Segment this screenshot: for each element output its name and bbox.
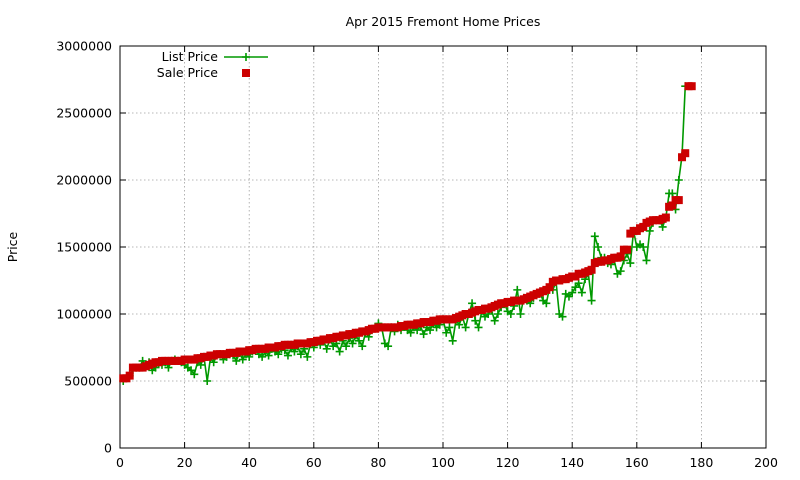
list-price-point [461, 323, 470, 332]
chart-title: Apr 2015 Fremont Home Prices [346, 14, 541, 29]
list-price-point [348, 339, 357, 348]
list-price-point [668, 189, 677, 198]
list-price-point [442, 328, 451, 337]
x-tick-label: 100 [431, 455, 455, 470]
list-price-point [642, 256, 651, 265]
list-price-point [516, 310, 525, 318]
y-tick-label: 1500000 [56, 240, 112, 255]
x-tick-label: 180 [689, 455, 713, 470]
list-price-point [203, 377, 212, 385]
sale-price-point [674, 196, 683, 205]
legend-label-sale-price: Sale Price [157, 65, 219, 80]
list-price-point [590, 232, 599, 241]
list-price-point [187, 366, 196, 375]
x-tick-label: 20 [177, 455, 193, 470]
list-price-point [322, 344, 331, 353]
x-tick-label: 140 [560, 455, 584, 470]
y-tick-label: 0 [104, 441, 112, 456]
list-price-point [490, 316, 499, 325]
grid [120, 46, 766, 448]
list-price-point [196, 360, 205, 369]
list-price-point [626, 259, 635, 268]
x-tick-label: 60 [306, 455, 322, 470]
x-tick-label: 0 [116, 455, 124, 470]
list-price-point [448, 336, 457, 345]
list-price-point [274, 350, 283, 359]
x-tick-label: 120 [496, 455, 520, 470]
sale-price-point [668, 201, 677, 210]
list-price-point [455, 320, 464, 329]
list-price-point [577, 288, 586, 297]
list-price-point [594, 243, 603, 251]
sale-price-point [616, 252, 625, 261]
x-tick-label: 40 [241, 455, 257, 470]
list-price-point [674, 176, 683, 184]
list-price-point [468, 299, 477, 308]
list-price-point [645, 226, 654, 235]
list-price-point [542, 299, 551, 308]
sale-price-point [587, 265, 596, 274]
sale-price-point [639, 222, 648, 231]
x-tick-label: 160 [625, 455, 649, 470]
y-tick-label: 2500000 [56, 106, 112, 121]
series-sale-price [119, 82, 696, 383]
list-price-point [493, 310, 502, 318]
sale-price-point [545, 283, 554, 292]
list-price-point [209, 358, 218, 367]
list-price-point [406, 328, 415, 337]
list-price-point [164, 363, 173, 372]
list-price-point [238, 355, 247, 364]
sale-price-point [678, 153, 687, 162]
list-price-point [283, 351, 292, 360]
list-price-point [303, 352, 312, 361]
list-price-point [258, 352, 267, 361]
list-price-point [587, 296, 596, 305]
list-price-line [122, 86, 687, 382]
list-price-point [426, 326, 435, 335]
list-price-point [558, 312, 567, 321]
sale-price-point [681, 149, 690, 158]
y-tick-label: 2000000 [56, 173, 112, 188]
sale-price-point [125, 371, 134, 380]
x-tick-label: 80 [370, 455, 386, 470]
list-price-point [564, 292, 573, 301]
legend-swatch-cross-list-price [242, 53, 250, 61]
list-price-point [355, 336, 364, 345]
list-price-point [335, 347, 344, 356]
y-axis-label: Price [5, 231, 20, 262]
legend: List Price Sale Price [157, 49, 268, 80]
list-price-point [571, 283, 580, 292]
sale-price-point [687, 82, 696, 91]
y-tick-label: 1000000 [56, 307, 112, 322]
list-price-point [358, 342, 367, 351]
list-price-point [290, 347, 299, 356]
series-list-price [119, 82, 690, 385]
list-price-point [296, 350, 305, 359]
list-price-point [342, 342, 351, 351]
list-price-point [474, 323, 483, 332]
y-tick-label: 3000000 [56, 39, 112, 54]
sale-price-point [623, 245, 632, 254]
list-price-point [471, 316, 480, 325]
list-price-point [616, 267, 625, 276]
list-price-point [658, 222, 667, 231]
legend-swatch-sale-price [242, 69, 250, 77]
list-price-point [574, 279, 583, 288]
list-price-point [445, 323, 454, 332]
list-price-point [232, 356, 241, 365]
sale-price-point [661, 213, 670, 222]
list-price-point [506, 310, 515, 318]
list-price-point [190, 370, 199, 379]
y-tick-label: 500000 [64, 374, 112, 389]
list-price-point [384, 342, 393, 351]
list-price-point [568, 288, 577, 297]
axes: 0 20 40 60 80 100 120 140 160 180 200 0 500000 100000… [56, 39, 778, 471]
list-price-point [264, 351, 273, 360]
list-price-point [419, 330, 428, 339]
legend-label-list-price: List Price [162, 49, 219, 64]
x-tick-label: 200 [754, 455, 778, 470]
list-price-point [639, 243, 648, 251]
list-price-point [513, 285, 522, 294]
